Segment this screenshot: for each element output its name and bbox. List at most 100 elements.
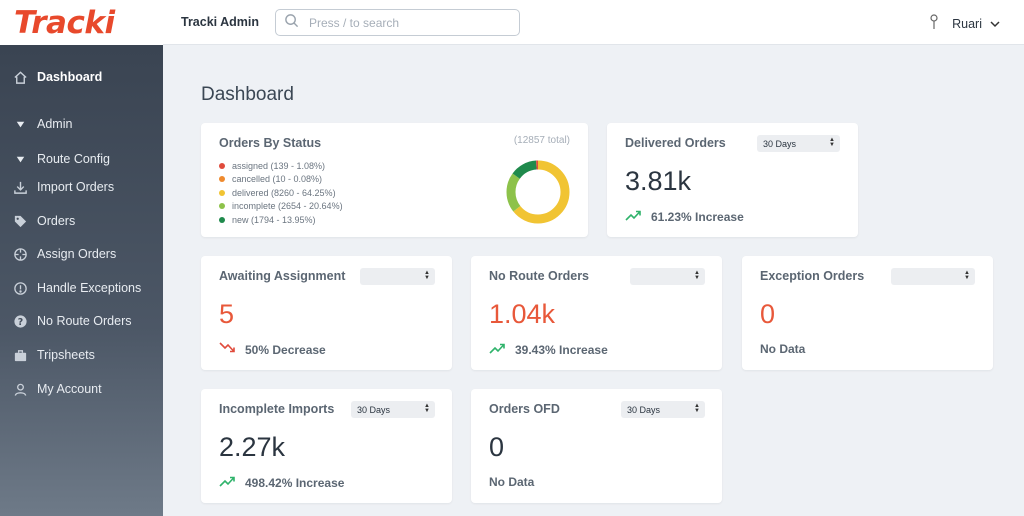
trend-up-icon bbox=[625, 209, 651, 224]
period-select[interactable]: 30 Days ▲ ▼ bbox=[351, 401, 435, 418]
status-donut-chart bbox=[506, 160, 570, 224]
metric-value: 5 bbox=[219, 299, 235, 329]
download-icon bbox=[12, 179, 28, 195]
donut-slice bbox=[506, 160, 570, 224]
exception-orders-card: Exception Orders ▲ ▼ 0 No Data bbox=[742, 256, 993, 370]
triangle-down-icon bbox=[12, 151, 28, 167]
trend-up-icon bbox=[489, 342, 515, 357]
user-icon bbox=[12, 381, 28, 397]
user-name: Ruari bbox=[952, 16, 982, 31]
legend-dot bbox=[219, 216, 225, 223]
trend-text: No Data bbox=[489, 475, 535, 489]
select-value: 30 Days bbox=[357, 404, 391, 415]
metric-value: 0 bbox=[489, 432, 505, 462]
trend-text: 39.43% Increase bbox=[515, 342, 608, 357]
status-legend: assigned (139 - 1.08%) cancelled (10 - 0… bbox=[219, 159, 343, 227]
select-arrows-icon: ▲ ▼ bbox=[424, 270, 430, 281]
card-title: Exception Orders bbox=[760, 269, 865, 283]
legend-item-incomplete: incomplete (2654 - 20.64%) bbox=[219, 200, 343, 214]
sidebar-item-admin[interactable]: Admin bbox=[0, 109, 163, 139]
legend-dot bbox=[219, 189, 225, 196]
select-value: 30 Days bbox=[763, 138, 797, 149]
sidebar-item-label: My Account bbox=[37, 382, 102, 396]
sidebar-item-label: Route Config bbox=[37, 152, 110, 166]
app-title: Tracki Admin bbox=[181, 15, 260, 29]
trend-text: No Data bbox=[760, 342, 806, 356]
select-arrows-icon: ▲ ▼ bbox=[964, 270, 970, 281]
sidebar-item-label: Orders bbox=[37, 214, 76, 228]
legend-item-new: new (1794 - 13.95%) bbox=[219, 213, 343, 227]
search-input[interactable] bbox=[309, 15, 509, 30]
legend-item-cancelled: cancelled (10 - 0.08%) bbox=[219, 173, 343, 187]
crosshair-icon bbox=[12, 246, 28, 262]
user-menu[interactable]: Ruari bbox=[930, 14, 1000, 33]
sidebar-item-tripsheets[interactable]: Tripsheets bbox=[0, 340, 163, 370]
period-select[interactable]: 30 Days ▲ ▼ bbox=[621, 401, 705, 418]
sidebar-item-dashboard[interactable]: Dashboard bbox=[0, 62, 163, 92]
search-icon bbox=[284, 13, 309, 33]
legend-label: delivered (8260 - 64.25%) bbox=[232, 187, 336, 198]
sidebar-item-label: Dashboard bbox=[37, 70, 103, 84]
briefcase-icon bbox=[12, 347, 28, 363]
sidebar-item-label: Assign Orders bbox=[37, 247, 117, 261]
metric-value: 3.81k bbox=[625, 166, 692, 196]
legend-dot bbox=[219, 162, 225, 169]
card-title: No Route Orders bbox=[489, 269, 590, 283]
trend-indicator: No Data bbox=[760, 342, 805, 356]
orders-ofd-card: Orders OFD 30 Days ▲ ▼ 0 No Data bbox=[471, 389, 722, 503]
sidebar-item-route-config[interactable]: Route Config bbox=[0, 144, 163, 174]
card-title: Orders By Status bbox=[219, 136, 322, 150]
sidebar-item-my-account[interactable]: My Account bbox=[0, 374, 163, 404]
sidebar-item-assign-orders[interactable]: Assign Orders bbox=[0, 239, 163, 269]
metric-value: 0 bbox=[760, 299, 776, 329]
trend-down-icon bbox=[219, 342, 245, 357]
period-select[interactable]: 30 Days ▲ ▼ bbox=[757, 135, 840, 152]
legend-item-delivered: delivered (8260 - 64.25%) bbox=[219, 186, 343, 200]
period-select[interactable]: ▲ ▼ bbox=[891, 268, 975, 285]
trend-text: 498.42% Increase bbox=[245, 475, 345, 490]
sidebar-item-label: Tripsheets bbox=[37, 348, 95, 362]
page-title: Dashboard bbox=[201, 84, 294, 105]
sidebar-item-orders[interactable]: Orders bbox=[0, 206, 163, 236]
legend-dot bbox=[219, 203, 225, 210]
sidebar: Dashboard Admin Route Config Import Orde… bbox=[0, 45, 163, 516]
period-select[interactable]: ▲ ▼ bbox=[360, 268, 435, 285]
sidebar-item-handle-exceptions[interactable]: Handle Exceptions bbox=[0, 273, 163, 303]
legend-label: incomplete (2654 - 20.64%) bbox=[232, 201, 343, 212]
card-title: Incomplete Imports bbox=[219, 402, 335, 416]
top-header: Tracki Admin Ruari bbox=[163, 0, 1024, 45]
question-icon: ? bbox=[12, 313, 28, 329]
sidebar-item-label: No Route Orders bbox=[37, 314, 132, 328]
sidebar-item-import-orders[interactable]: Import Orders bbox=[0, 172, 163, 202]
legend-label: new (1794 - 13.95%) bbox=[232, 214, 316, 225]
select-arrows-icon: ▲ ▼ bbox=[829, 137, 835, 148]
location-pin-icon bbox=[930, 14, 938, 33]
donut-slice bbox=[506, 160, 570, 224]
no-route-orders-card: No Route Orders ▲ ▼ 1.04k 39.43% Increase bbox=[471, 256, 722, 370]
sidebar-item-no-route-orders[interactable]: ? No Route Orders bbox=[0, 306, 163, 336]
legend-item-assigned: assigned (139 - 1.08%) bbox=[219, 159, 343, 173]
select-arrows-icon: ▲ ▼ bbox=[424, 403, 430, 414]
exclamation-icon bbox=[12, 280, 28, 296]
search-box[interactable] bbox=[275, 9, 520, 36]
period-select[interactable]: ▲ ▼ bbox=[630, 268, 705, 285]
legend-dot bbox=[219, 176, 225, 183]
logo[interactable]: Tracki bbox=[0, 0, 163, 45]
svg-text:?: ? bbox=[17, 316, 22, 327]
awaiting-assignment-card: Awaiting Assignment ▲ ▼ 5 50% Decrease bbox=[201, 256, 452, 370]
delivered-orders-card: Delivered Orders 30 Days ▲ ▼ 3.81k 61.23% … bbox=[607, 123, 858, 237]
metric-value: 1.04k bbox=[489, 299, 556, 329]
trend-indicator: 498.42% Increase bbox=[219, 475, 344, 490]
card-title: Awaiting Assignment bbox=[219, 269, 346, 283]
triangle-down-icon bbox=[12, 116, 28, 132]
metric-value: 2.27k bbox=[219, 432, 286, 462]
legend-label: cancelled (10 - 0.08%) bbox=[232, 174, 323, 185]
tag-icon bbox=[12, 213, 28, 229]
select-arrows-icon: ▲ ▼ bbox=[694, 403, 700, 414]
select-arrows-icon: ▲ ▼ bbox=[694, 270, 700, 281]
trend-text: 50% Decrease bbox=[245, 342, 326, 357]
trend-indicator: No Data bbox=[489, 475, 534, 489]
orders-by-status-card: Orders By Status (12857 total) assigned … bbox=[201, 123, 588, 237]
logo-text: Tracki bbox=[14, 4, 115, 41]
select-value: 30 Days bbox=[627, 404, 661, 415]
